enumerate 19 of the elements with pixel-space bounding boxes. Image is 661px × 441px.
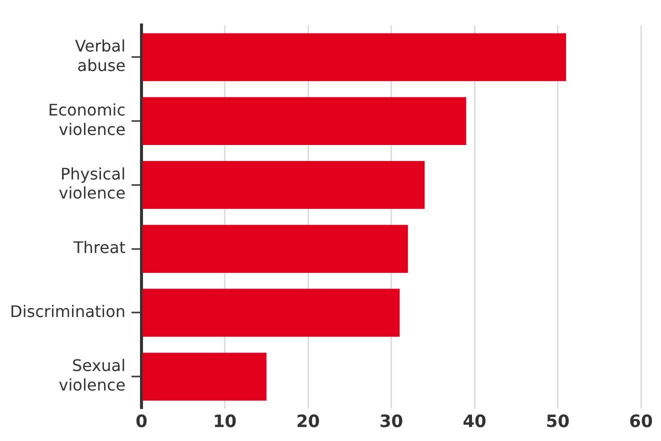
y-tick-label: Physical violence	[58, 164, 126, 203]
x-tick-label: 20	[296, 412, 320, 432]
bar	[142, 224, 408, 273]
y-tick-label: Sexual violence	[58, 356, 126, 394]
bar	[142, 33, 566, 82]
x-tick-label: 40	[462, 412, 487, 432]
y-tick-label: Threat	[72, 238, 126, 258]
y-tick-label: Verbal abuse	[75, 36, 126, 75]
x-tick-label: 0	[136, 412, 148, 432]
y-tick-label: Economic violence	[48, 100, 126, 139]
x-tick-label: 10	[212, 412, 237, 432]
bar	[142, 97, 466, 146]
y-tick-label: Discrimination	[10, 302, 126, 321]
x-tick-label: 60	[629, 412, 653, 432]
bar	[142, 352, 266, 401]
x-tick-label: 50	[546, 412, 570, 432]
bar	[142, 160, 425, 209]
x-tick-label: 30	[379, 412, 404, 432]
bar	[142, 288, 400, 337]
